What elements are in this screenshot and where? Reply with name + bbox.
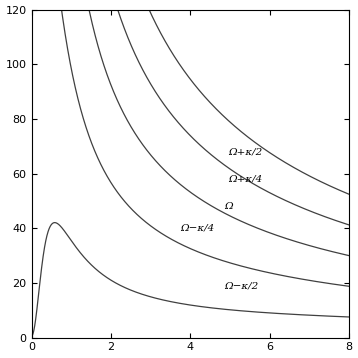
Text: Ω−κ/2: Ω−κ/2 — [224, 281, 258, 290]
Text: Ω+κ/4: Ω+κ/4 — [228, 175, 262, 184]
Text: Ω+κ/2: Ω+κ/2 — [228, 147, 262, 156]
Text: Ω: Ω — [224, 202, 233, 211]
Text: Ω−κ/4: Ω−κ/4 — [180, 224, 214, 233]
